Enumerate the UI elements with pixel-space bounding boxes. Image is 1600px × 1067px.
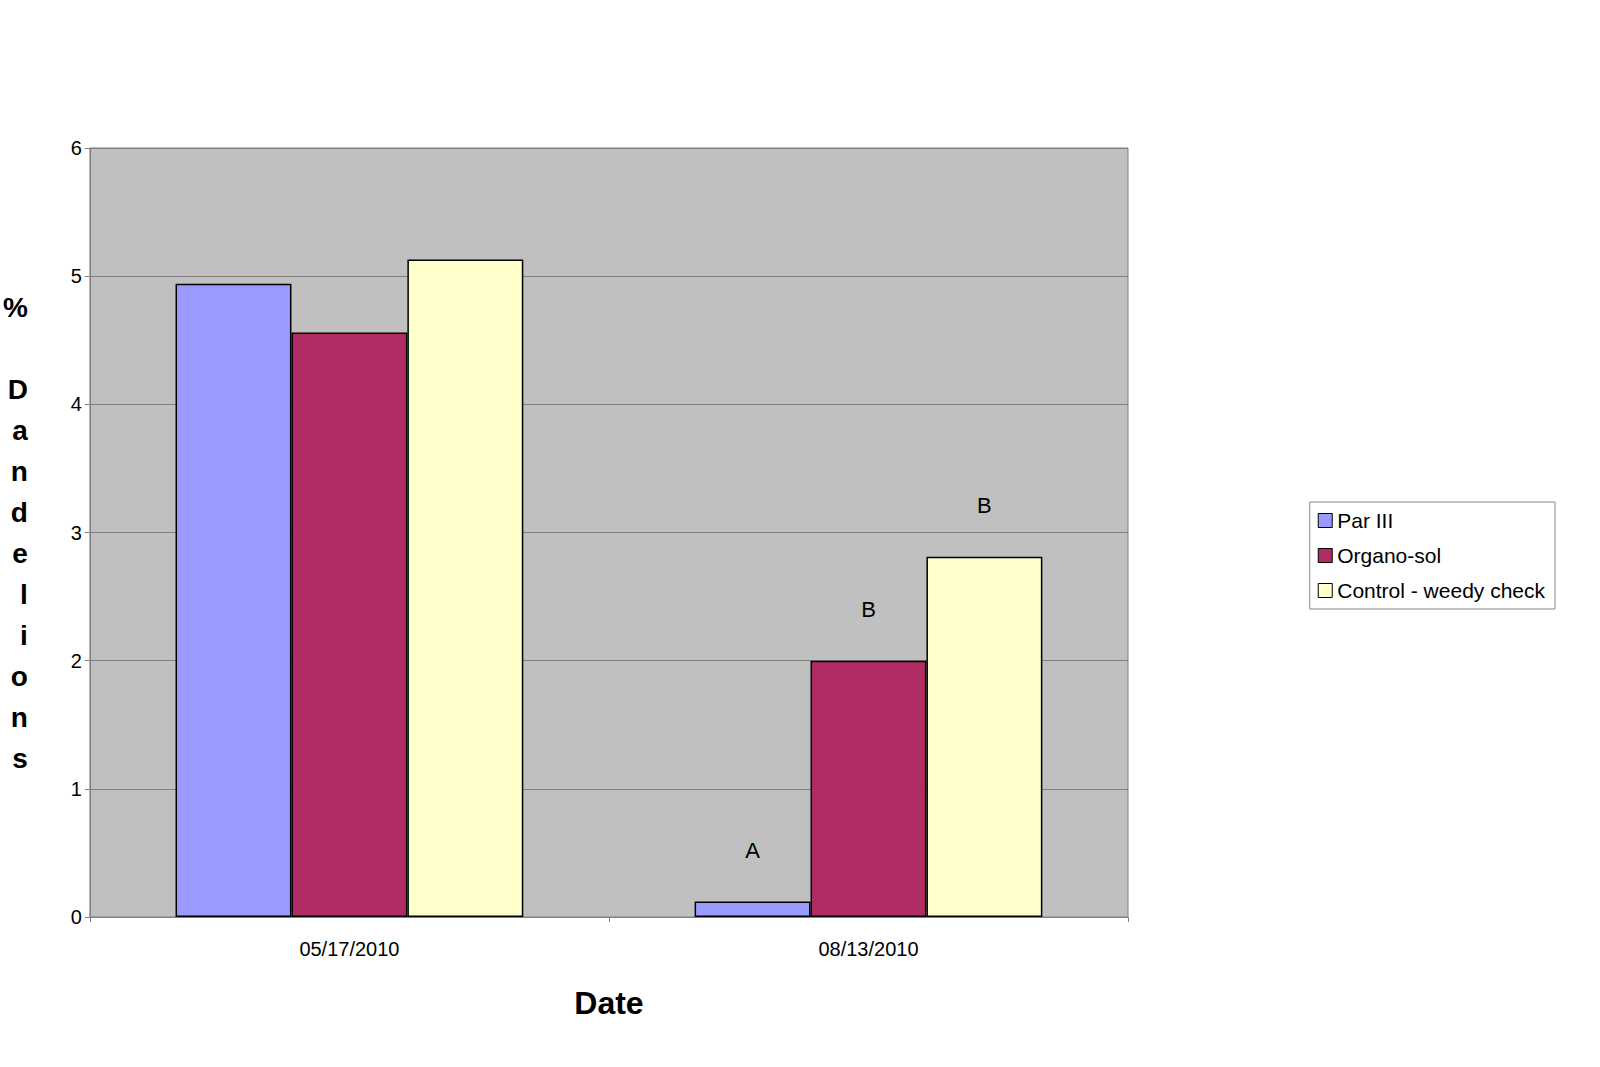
svg-text:After 5 treatments: After 5 treatments: [732, 108, 1006, 144]
svg-text:08/13/2010: 08/13/2010: [818, 938, 918, 960]
svg-text:n: n: [11, 456, 28, 487]
svg-text:3: 3: [71, 522, 82, 544]
svg-text:e: e: [12, 538, 28, 569]
svg-text:Date: Date: [574, 985, 643, 1021]
svg-text:B: B: [861, 597, 876, 622]
svg-text:i: i: [20, 620, 28, 651]
svg-text:Par III: Par III: [1337, 509, 1393, 532]
svg-text:1: 1: [71, 778, 82, 800]
svg-text:Pre-treatment counts: Pre-treatment counts: [189, 108, 511, 144]
svg-text:2: 2: [71, 650, 82, 672]
svg-text:l: l: [20, 579, 28, 610]
svg-text:B: B: [977, 493, 992, 518]
svg-text:0: 0: [71, 906, 82, 928]
svg-text:d: d: [11, 497, 28, 528]
svg-text:%: %: [3, 292, 28, 323]
svg-text:05/17/2010: 05/17/2010: [299, 938, 399, 960]
svg-text:a: a: [12, 415, 28, 446]
svg-text:5: 5: [71, 265, 82, 287]
svg-text:Organo-sol: Organo-sol: [1337, 544, 1441, 567]
svg-text:6: 6: [71, 137, 82, 159]
svg-text:s: s: [12, 743, 28, 774]
svg-text:A: A: [745, 838, 760, 863]
svg-text:D: D: [8, 374, 28, 405]
svg-text:n: n: [11, 702, 28, 733]
svg-text:Control - weedy check: Control - weedy check: [1337, 579, 1545, 602]
svg-text:o: o: [11, 661, 28, 692]
svg-text:4: 4: [71, 393, 82, 415]
